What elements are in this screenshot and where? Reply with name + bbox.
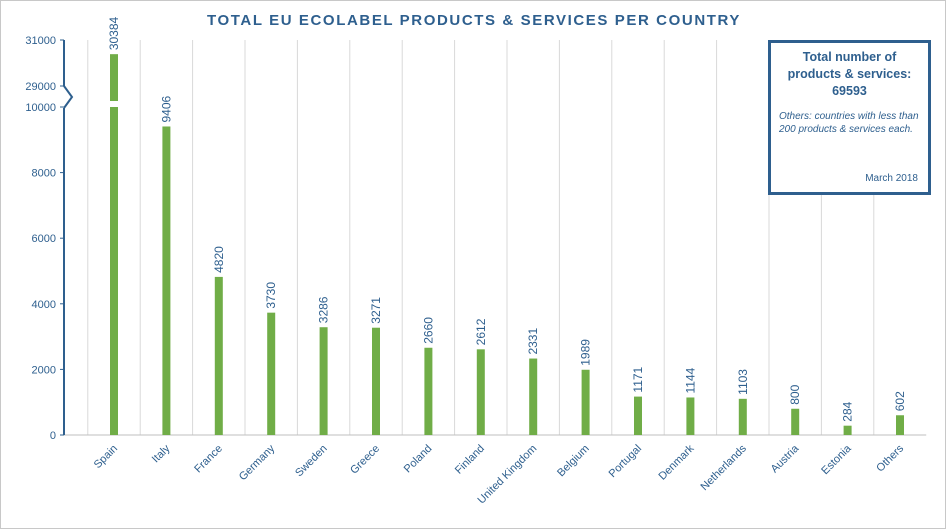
x-tick-label: Belgium (555, 443, 592, 480)
y-tick-label: 31000 (25, 35, 56, 47)
bar (424, 347, 433, 435)
summary-box: Total number of products & services: 695… (768, 40, 931, 195)
data-label: 30384 (107, 16, 121, 50)
total-heading-line1: Total number of (802, 50, 897, 64)
data-label: 4820 (212, 246, 226, 273)
bar (738, 398, 747, 435)
x-tick-label: Austria (769, 442, 802, 475)
x-tick-label: Spain (92, 443, 120, 471)
chart-title: TOTAL EU ECOLABEL PRODUCTS & SERVICES PE… (206, 12, 741, 29)
others-note: Others: countries with less than 200 pro… (779, 111, 919, 135)
y-tick-label: 29000 (25, 81, 56, 93)
bar (372, 327, 380, 435)
x-tick-label: France (192, 443, 225, 476)
data-label: 3286 (317, 296, 331, 323)
data-label: 3271 (369, 297, 383, 324)
date-label: March 2018 (865, 173, 918, 184)
data-label: 1171 (631, 366, 645, 392)
bar (843, 425, 852, 435)
x-tick-label: Sweden (293, 443, 330, 480)
x-tick-label: Denmark (656, 442, 696, 482)
x-tick-label: Greece (348, 443, 382, 477)
data-label: 3730 (264, 282, 278, 309)
data-label: 2331 (526, 328, 540, 355)
data-label: 800 (788, 384, 802, 404)
bar (267, 312, 276, 435)
data-label: 9406 (159, 95, 173, 122)
bar (319, 327, 328, 435)
y-tick-label: 4000 (32, 299, 56, 311)
total-value: 69593 (832, 84, 867, 98)
bar (214, 276, 223, 435)
y-tick-label: 0 (50, 430, 56, 442)
y-tick-label: 6000 (32, 233, 56, 245)
total-heading: Total number of products & services: 695… (779, 49, 920, 100)
bar (162, 126, 171, 435)
data-label: 1989 (579, 339, 593, 366)
y-tick-label: 10000 (25, 102, 56, 114)
data-label: 602 (893, 391, 907, 411)
bar-upper-segment (110, 54, 118, 101)
data-label: 284 (841, 401, 855, 421)
data-label: 1103 (736, 369, 750, 395)
y-tick-label: 8000 (32, 168, 56, 180)
bar (896, 415, 904, 435)
total-heading-line2: products & services: (787, 67, 912, 81)
x-tick-label: Netherlands (698, 442, 749, 493)
x-tick-label: Others (874, 442, 906, 474)
x-tick-label: Poland (402, 443, 435, 476)
x-tick-label: Italy (150, 442, 173, 465)
data-label: 2660 (421, 317, 435, 344)
y-tick-label: 2000 (32, 364, 56, 376)
data-label: 2612 (474, 318, 488, 345)
data-label: 1144 (683, 367, 697, 393)
bar (529, 358, 538, 435)
bar (791, 408, 800, 435)
x-tick-label: Portugal (607, 443, 644, 480)
x-tick-label: Estonia (819, 442, 854, 477)
bar (634, 396, 642, 435)
bar (476, 349, 485, 435)
axis-break-mark (63, 85, 74, 109)
bar (110, 107, 118, 435)
bar (581, 369, 590, 435)
x-tick-label: Finland (453, 443, 487, 477)
bar (686, 397, 695, 435)
x-tick-label: Germany (237, 442, 278, 483)
